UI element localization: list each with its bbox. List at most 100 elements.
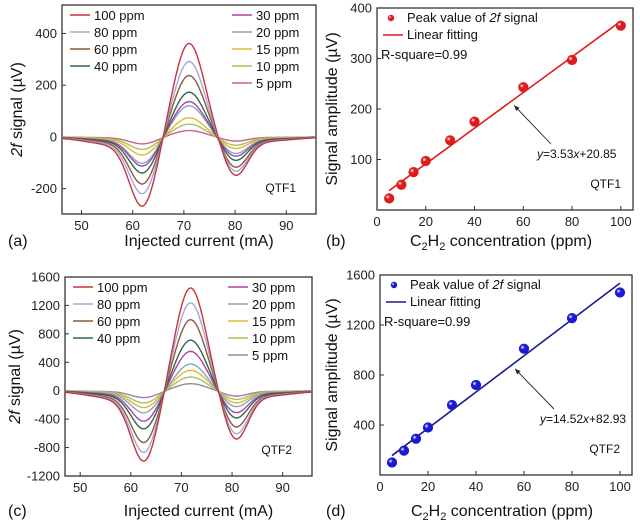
legend-label: 100 ppm (97, 280, 148, 295)
y-tick-label: -800 (34, 440, 60, 455)
x-tick-label: 90 (279, 218, 293, 233)
eq-part: =14.52 (546, 412, 583, 426)
data-point (614, 287, 626, 298)
legend-label-line: Linear fitting (407, 27, 478, 42)
y-tick-label: 400 (350, 1, 372, 16)
series-group (65, 287, 312, 462)
x-tick-label: 80 (565, 479, 579, 494)
r-square-label: R-square=0.99 (381, 47, 467, 62)
legend-label-points: Peak value of 2f signal (410, 277, 541, 292)
fit-equation: y=3.53x+20.85 (536, 147, 617, 161)
legend-label: 10 ppm (256, 59, 299, 74)
data-point (408, 167, 419, 178)
y-tick-label: 1200 (31, 298, 60, 313)
y-tick-label: 800 (38, 326, 60, 341)
legend-label-line: Linear fitting (410, 294, 481, 309)
series-line-30-ppm (62, 101, 316, 167)
data-point (410, 433, 422, 444)
y-tick-label: -200 (31, 181, 57, 196)
y-tick-label: 100 (350, 152, 372, 167)
x-title-subscript: 2 (422, 241, 428, 253)
legend-label: 80 ppm (97, 297, 140, 312)
y-tick-label: 200 (35, 78, 57, 93)
eq-y: y (536, 147, 544, 161)
sensor-annotation: QTF2 (261, 443, 292, 457)
arrow-head (514, 105, 520, 112)
legend-label: 30 ppm (256, 8, 299, 23)
data-point (566, 54, 578, 66)
x-title-subscript: 2 (423, 511, 429, 523)
data-point (396, 179, 407, 190)
legend-label: 40 ppm (97, 331, 140, 346)
data-point (446, 399, 458, 411)
y-axis-title: 2f signal (µV) (7, 329, 24, 425)
plot-frame (61, 4, 317, 215)
y-tick-label: -400 (34, 412, 60, 427)
legend-label: 40 ppm (94, 59, 137, 74)
legend-label: 60 ppm (94, 42, 137, 57)
x-tick-label: 50 (74, 218, 88, 233)
x-tick-label: 50 (73, 480, 87, 495)
series-line-20-ppm (65, 363, 312, 414)
y-tick-label: 200 (350, 102, 372, 117)
series-line-40-ppm (62, 91, 316, 174)
x-tick-label: 0 (373, 214, 380, 229)
x-tick-label: 70 (174, 480, 188, 495)
panel-label: (a) (8, 233, 28, 250)
legend-text-part: signal (500, 10, 538, 25)
y-axis-title: Signal amplitude (µV) (324, 298, 341, 451)
legend-text-part: Peak value of (410, 277, 492, 292)
x-tick-label: 40 (467, 214, 481, 229)
y-tick-label: 0 (50, 129, 57, 144)
legend-label: 80 ppm (94, 25, 137, 40)
x-title-subscript: 2 (440, 511, 446, 523)
data-point (398, 445, 410, 456)
legend-text-italic: 2f (491, 277, 504, 292)
data-point (422, 422, 434, 433)
x-axis-title: C2H2 concentration (ppm) (411, 503, 593, 523)
series-line-15-ppm (62, 117, 316, 156)
x-title-part: C (410, 233, 422, 250)
y-tick-label: 800 (353, 368, 375, 383)
x-title-part: concentration (ppm) (446, 503, 593, 520)
x-tick-label: 100 (609, 479, 631, 494)
data-point (386, 457, 398, 468)
legend-label: 20 ppm (252, 297, 295, 312)
y-axis-title-rest: signal (µV) (7, 329, 24, 410)
legend-label: 5 ppm (252, 348, 288, 363)
series-line-15-ppm (65, 369, 312, 409)
x-axis-title: Injected current (mA) (124, 233, 273, 250)
plot-frame (64, 276, 313, 477)
eq-part: +20.85 (579, 147, 616, 161)
y-tick-label: -1200 (27, 469, 60, 484)
x-title-part: H (429, 503, 441, 520)
arrow-line (513, 105, 552, 145)
legend-label: 15 ppm (256, 42, 299, 57)
axes-c: 50 60 70 80 90 -1200 -800 -400 0 400 800 1200 1600 (c… (7, 270, 313, 520)
legend-marker (390, 281, 398, 289)
arrow-head (515, 368, 521, 375)
axes-a: 50 60 70 80 90 -200 0 200 400 (a) Injected current… (8, 4, 317, 250)
x-title-part: C (411, 503, 423, 520)
x-tick-label: 60 (516, 214, 530, 229)
y-tick-label: 400 (35, 26, 57, 41)
series-line-100-ppm (65, 287, 312, 462)
eq-x: x (582, 412, 590, 426)
legend-label: 5 ppm (256, 76, 292, 91)
y-tick-label: 400 (38, 355, 60, 370)
panel-label: (c) (8, 503, 27, 520)
legend-label: 60 ppm (97, 314, 140, 329)
x-tick-label: 60 (125, 218, 139, 233)
sensor-annotation: QTF1 (590, 177, 621, 191)
sensor-annotation: QTF2 (589, 442, 620, 456)
y-axis-title-rest: signal (µV) (9, 62, 26, 143)
legend-text-italic: 2f (488, 10, 501, 25)
x-tick-label: 20 (419, 214, 433, 229)
data-point (518, 82, 529, 93)
fit-equation: y=14.52x+82.93 (539, 412, 626, 426)
legend-marker (387, 14, 395, 22)
y-tick-label: 0 (53, 383, 60, 398)
